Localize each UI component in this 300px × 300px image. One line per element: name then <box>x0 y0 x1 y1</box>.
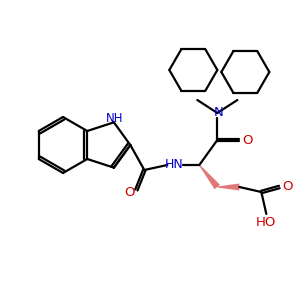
Text: N: N <box>214 106 223 119</box>
Polygon shape <box>217 184 239 190</box>
Text: O: O <box>124 185 135 199</box>
Text: HN: HN <box>165 158 184 172</box>
Text: NH: NH <box>106 112 124 125</box>
Text: O: O <box>242 134 253 146</box>
Polygon shape <box>199 165 220 189</box>
Text: HO: HO <box>256 217 277 230</box>
Text: O: O <box>282 181 292 194</box>
